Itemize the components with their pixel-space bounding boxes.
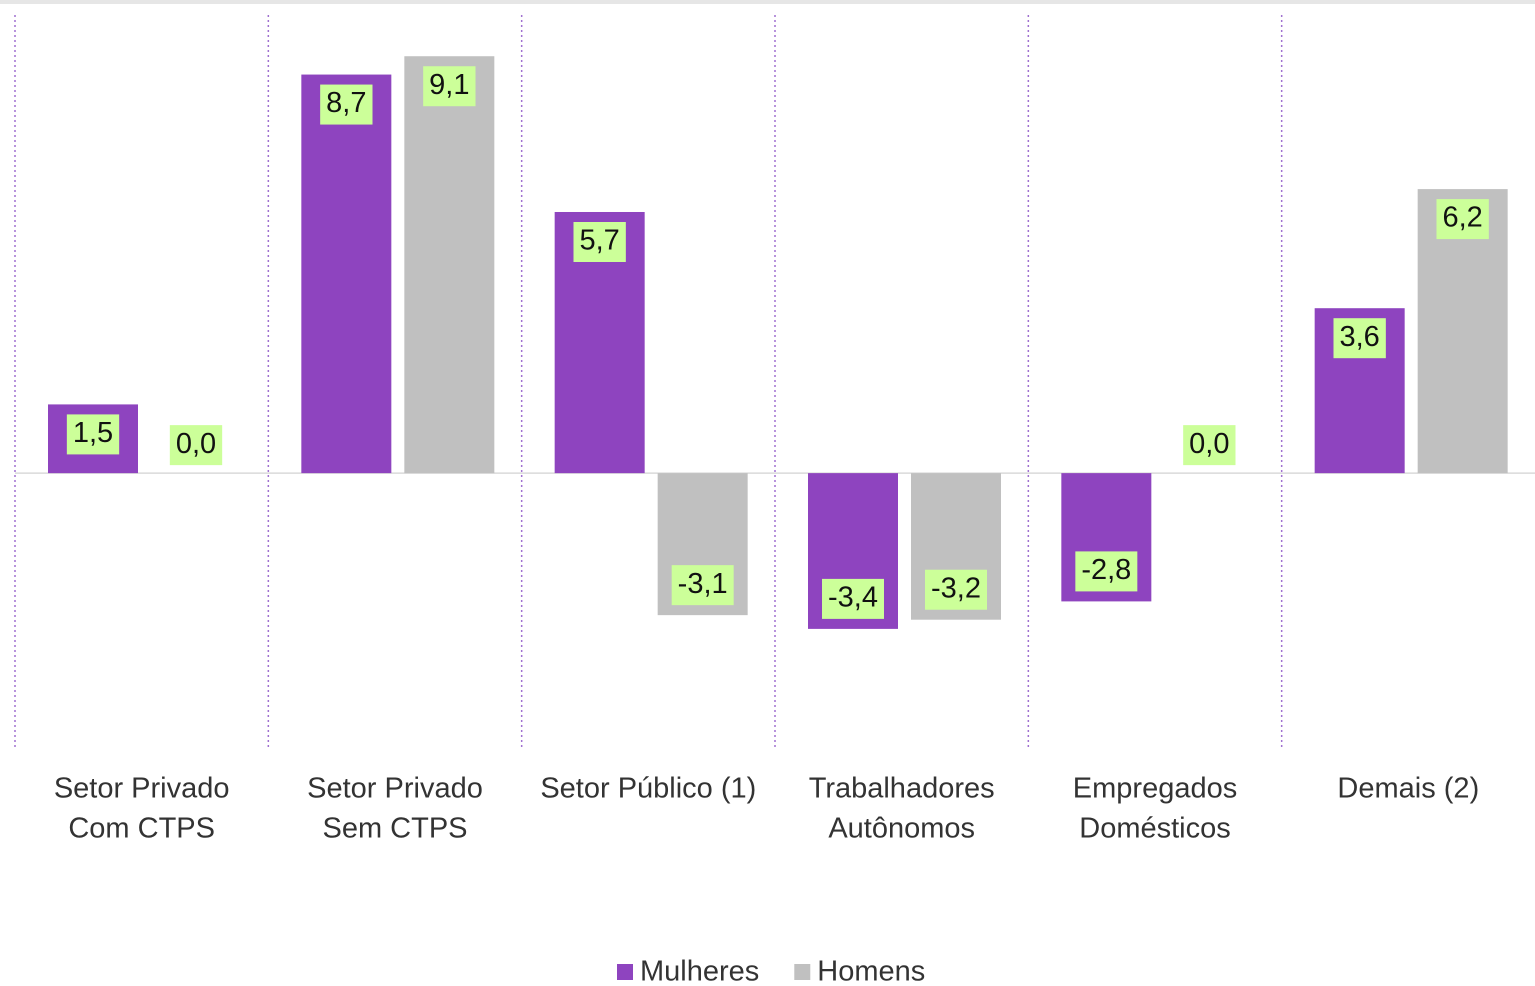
data-label: 6,2 xyxy=(1443,202,1483,234)
bar xyxy=(301,74,392,474)
x-tick-label: Domésticos xyxy=(1079,813,1231,845)
data-label: -2,8 xyxy=(1081,554,1131,586)
data-label-bg xyxy=(1333,318,1386,359)
data-label-bg xyxy=(1183,425,1236,466)
legend-swatch xyxy=(794,964,811,980)
x-tick-label: Setor Privado xyxy=(54,773,230,805)
data-label: -3,2 xyxy=(931,572,981,604)
data-label-bg xyxy=(822,578,884,619)
legend-swatch xyxy=(617,964,633,980)
data-label-bg xyxy=(573,221,626,262)
data-label: -3,4 xyxy=(828,582,878,614)
data-label: 5,7 xyxy=(580,225,620,257)
data-label-bg xyxy=(320,84,373,125)
x-tick-label: Com CTPS xyxy=(68,813,215,845)
x-tick-label: Trabalhadores xyxy=(809,773,995,805)
data-label-bg xyxy=(925,569,987,610)
data-label: 8,7 xyxy=(326,87,366,119)
x-tick-label: Empregados xyxy=(1073,773,1237,805)
data-label: -3,1 xyxy=(678,568,728,600)
data-label-bg xyxy=(423,66,476,107)
top-border xyxy=(0,0,1535,4)
data-label: 1,5 xyxy=(73,417,113,449)
data-label-bg xyxy=(1436,199,1489,240)
data-label: 0,0 xyxy=(1189,428,1229,460)
x-tick-label: Setor Público (1) xyxy=(540,773,756,805)
data-label-bg xyxy=(1075,551,1138,592)
x-tick-label: Sem CTPS xyxy=(322,813,467,845)
data-label: 9,1 xyxy=(429,69,469,101)
legend-label: Mulheres xyxy=(640,956,759,986)
x-tick-label: Autônomos xyxy=(828,813,975,845)
data-label-bg xyxy=(671,565,734,606)
data-label: 0,0 xyxy=(176,428,216,460)
legend-label: Homens xyxy=(817,956,925,986)
x-tick-label: Setor Privado xyxy=(307,773,483,805)
data-label-bg xyxy=(169,425,223,466)
data-label: 3,6 xyxy=(1340,321,1380,353)
bar xyxy=(404,56,495,474)
data-label-bg xyxy=(66,414,120,455)
x-tick-label: Demais (2) xyxy=(1337,773,1479,805)
